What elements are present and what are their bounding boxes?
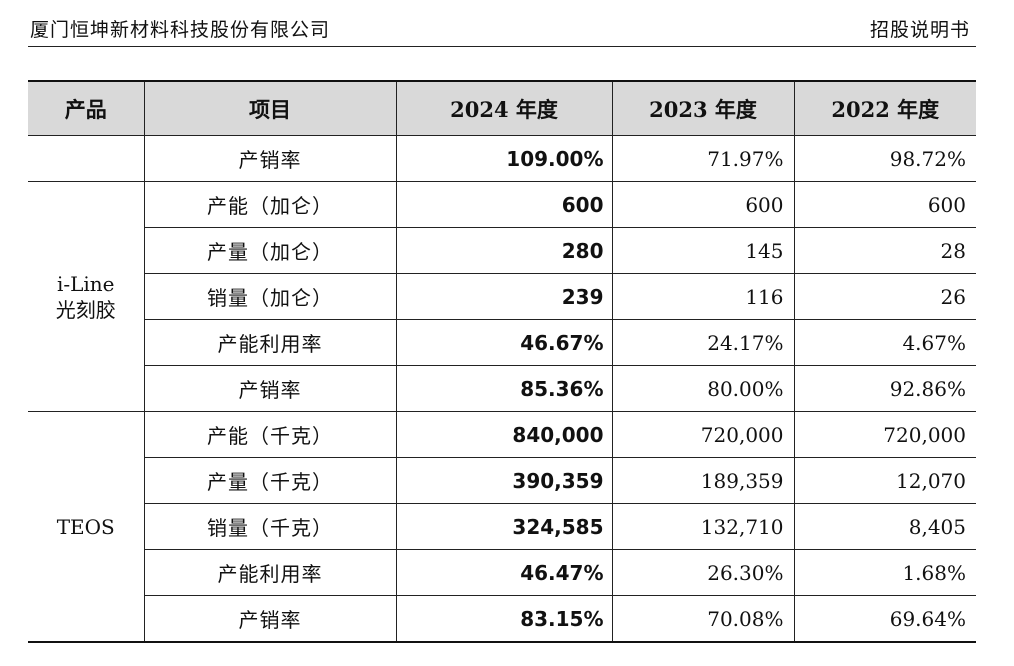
value-2023-cell: 189,359 [612,457,795,504]
value-2023-cell: 70.08% [612,595,795,642]
product-name-line1: i-Line [56,271,115,296]
value-2024-cell: 239 [396,273,613,320]
product-name-line2: 光刻胶 [55,297,116,322]
table-row: 产量（加仑） 280 145 28 [28,227,976,274]
table-row: 销量（加仑） 239 116 26 [28,273,976,320]
table-row: 产量（千克） 390,359 189,359 12,070 [28,457,976,504]
table-row: 产销率 85.36% 80.00% 92.86% [28,365,976,412]
item-cell: 产能（加仑） [144,181,397,228]
value-2023-cell: 26.30% [612,549,795,596]
value-2022-cell: 4.67% [794,319,976,366]
value-2024-cell: 83.15% [396,595,613,642]
value-2022-cell: 28 [794,227,976,274]
item-cell: 销量（加仑） [144,273,397,320]
item-cell: 产量（加仑） [144,227,397,274]
item-cell: 产能（千克） [144,411,397,458]
value-2022-cell: 8,405 [794,503,976,550]
value-2022-cell: 98.72% [794,135,976,182]
page-header: 厦门恒坤新材料科技股份有限公司 招股说明书 [28,10,976,47]
value-2022-cell: 720,000 [794,411,976,458]
item-cell: 销量（千克） [144,503,397,550]
column-header-2024: 2024 年度 [396,81,613,136]
table-header-row: 产品 项目 2024 年度 2023 年度 2022 年度 [28,81,976,136]
document-title: 招股说明书 [869,18,970,41]
value-2022-cell: 12,070 [794,457,976,504]
product-cell: i-Line 光刻胶 [28,181,145,412]
value-2023-cell: 80.00% [612,365,795,412]
value-2024-cell: 85.36% [396,365,613,412]
value-2024-cell: 280 [396,227,613,274]
item-cell: 产销率 [144,135,397,182]
value-2023-cell: 132,710 [612,503,795,550]
value-2022-cell: 1.68% [794,549,976,596]
column-header-item: 项目 [144,81,397,136]
capacity-sales-table: 产品 项目 2024 年度 2023 年度 2022 年度 产销率 109.00… [28,80,976,643]
table-row: TEOS 产能（千克） 840,000 720,000 720,000 [28,411,976,643]
company-name: 厦门恒坤新材料科技股份有限公司 [30,18,331,41]
value-2024-cell: 46.47% [396,549,613,596]
item-cell: 产能利用率 [144,549,397,596]
product-name-line1: TEOS [56,514,115,539]
value-2024-cell: 390,359 [396,457,613,504]
value-2023-cell: 71.97% [612,135,795,182]
table-row: 销量（千克） 324,585 132,710 8,405 [28,503,976,550]
table-row: 产能利用率 46.67% 24.17% 4.67% [28,319,976,366]
item-cell: 产销率 [144,595,397,642]
value-2024-cell: 840,000 [396,411,613,458]
value-2024-cell: 600 [396,181,613,228]
value-2023-cell: 116 [612,273,795,320]
value-2024-cell: 109.00% [396,135,613,182]
column-header-product: 产品 [28,81,145,136]
table-row: 产能利用率 46.47% 26.30% 1.68% [28,549,976,596]
value-2022-cell: 600 [794,181,976,228]
value-2023-cell: 24.17% [612,319,795,366]
value-2024-cell: 46.67% [396,319,613,366]
item-cell: 产销率 [144,365,397,412]
value-2023-cell: 600 [612,181,795,228]
table-row: 产销率 83.15% 70.08% 69.64% [28,595,976,642]
table-row: 产销率 109.00% 71.97% 98.72% [28,135,976,182]
column-header-2022: 2022 年度 [794,81,976,136]
value-2022-cell: 92.86% [794,365,976,412]
column-header-2023: 2023 年度 [612,81,795,136]
value-2023-cell: 720,000 [612,411,795,458]
product-cell [28,135,145,182]
value-2022-cell: 26 [794,273,976,320]
product-cell: TEOS [28,411,145,643]
value-2023-cell: 145 [612,227,795,274]
item-cell: 产能利用率 [144,319,397,366]
value-2024-cell: 324,585 [396,503,613,550]
table-row: i-Line 光刻胶 产能（加仑） 600 600 600 [28,181,976,412]
item-cell: 产量（千克） [144,457,397,504]
value-2022-cell: 69.64% [889,606,966,631]
